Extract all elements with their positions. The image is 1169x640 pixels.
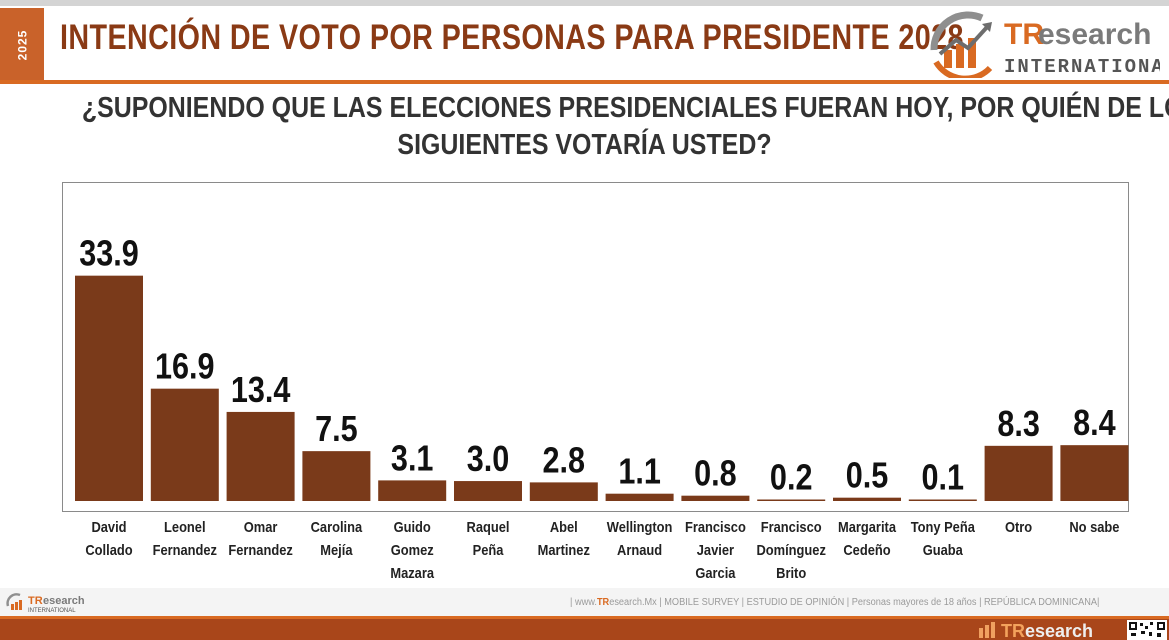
value-label-13: 8.4 bbox=[1073, 404, 1116, 444]
header-divider bbox=[0, 80, 1169, 84]
footer-logo-esearch: esearch bbox=[43, 595, 85, 607]
bar-10 bbox=[833, 497, 901, 501]
bar-3 bbox=[302, 451, 371, 501]
bottom-bar bbox=[0, 619, 1169, 640]
bar-11 bbox=[908, 499, 977, 501]
value-label-12: 8.3 bbox=[997, 405, 1040, 445]
value-label-10: 0.5 bbox=[846, 456, 889, 496]
value-label-6: 2.8 bbox=[543, 441, 586, 481]
bottom-logo: TR esearch bbox=[979, 621, 1093, 640]
chart-growth-icon bbox=[979, 622, 995, 638]
category-label-2-0: Omar bbox=[244, 518, 278, 535]
category-label-7-0: Wellington bbox=[607, 518, 673, 535]
category-label-10-0: Margarita bbox=[838, 518, 896, 535]
bar-13 bbox=[1060, 445, 1129, 501]
bottom-logo-tr: TR bbox=[1001, 621, 1025, 640]
bar-0 bbox=[75, 275, 143, 501]
category-label-3-1: Mejía bbox=[320, 541, 352, 558]
footer-logo-sub: INTERNATIONAL bbox=[28, 608, 76, 614]
category-label-13-0: No sabe bbox=[1069, 518, 1119, 535]
value-label-4: 3.1 bbox=[391, 439, 434, 479]
category-label-5-0: Raquel bbox=[467, 518, 510, 535]
value-label-9: 0.2 bbox=[770, 458, 813, 498]
chart-growth-icon bbox=[930, 11, 993, 78]
page-title: INTENCIÓN DE VOTO POR PERSONAS PARA PRES… bbox=[60, 18, 964, 57]
bar-6 bbox=[529, 482, 598, 501]
value-label-8: 0.8 bbox=[694, 454, 737, 494]
bar-4 bbox=[378, 480, 447, 501]
footer-note: | www.TResearch.Mx | MOBILE SURVEY | EST… bbox=[570, 597, 1099, 608]
footer-divider bbox=[0, 616, 1169, 619]
category-label-12-0: Otro bbox=[1005, 518, 1032, 535]
bar-12 bbox=[984, 445, 1053, 501]
survey-question: ¿SUPONIENDO QUE LAS ELECCIONES PRESIDENC… bbox=[0, 90, 1169, 164]
value-label-0: 33.9 bbox=[79, 234, 139, 274]
category-label-4-2: Mazara bbox=[390, 564, 434, 581]
category-label-9-2: Brito bbox=[776, 564, 806, 581]
bar-2 bbox=[226, 411, 295, 501]
brand-sub: INTERNATIONAL bbox=[1004, 56, 1160, 78]
qr-code-icon bbox=[1127, 620, 1167, 640]
value-label-11: 0.1 bbox=[922, 458, 965, 498]
bar-8 bbox=[681, 495, 750, 501]
category-label-8-0: Francisco bbox=[685, 518, 746, 535]
question-line-2: SIGUIENTES VOTARÍA USTED? bbox=[397, 129, 772, 161]
brand-logo: TR esearch INTERNATIONAL bbox=[930, 11, 1160, 78]
category-label-9-1: Domínguez bbox=[756, 541, 825, 558]
footer-note-prefix: | www. bbox=[570, 597, 597, 608]
category-label-4-0: Guido bbox=[394, 518, 431, 535]
bar-5 bbox=[454, 481, 522, 501]
category-label-0-0: David bbox=[91, 518, 126, 535]
footer-logo: TR esearch INTERNATIONAL bbox=[6, 593, 85, 614]
category-label-1-0: Leonel bbox=[164, 518, 206, 535]
value-label-7: 1.1 bbox=[618, 452, 661, 492]
brand-tr: TR bbox=[1004, 18, 1044, 51]
category-label-1-1: Fernandez bbox=[153, 541, 217, 558]
footer-strip bbox=[0, 588, 1169, 616]
year-tab: 2025 bbox=[0, 8, 44, 82]
category-label-3-0: Carolina bbox=[311, 518, 363, 535]
category-label-7-1: Arnaud bbox=[617, 541, 662, 558]
value-label-2: 13.4 bbox=[231, 371, 291, 411]
category-label-0-1: Collado bbox=[85, 541, 132, 558]
value-label-1: 16.9 bbox=[155, 347, 215, 387]
bar-1 bbox=[150, 388, 219, 501]
category-label-8-1: Javier bbox=[697, 541, 735, 558]
footer-note-brand: TR bbox=[596, 597, 610, 608]
vote-intention-chart: 33.9 David Collado 16.9 Leonel Fernandez 13.4 O… bbox=[75, 234, 1129, 581]
category-label-9-0: Francisco bbox=[761, 518, 822, 535]
top-rule bbox=[0, 0, 1169, 6]
category-label-5-1: Peña bbox=[473, 541, 504, 558]
bottom-logo-esearch: esearch bbox=[1025, 621, 1093, 640]
question-line-1: ¿SUPONIENDO QUE LAS ELECCIONES PRESIDENC… bbox=[81, 92, 1169, 124]
value-label-3: 7.5 bbox=[315, 410, 358, 450]
category-label-11-1: Guaba bbox=[923, 541, 963, 558]
category-label-6-0: Abel bbox=[550, 518, 578, 535]
category-label-4-1: Gomez bbox=[391, 541, 434, 558]
bar-7 bbox=[605, 493, 674, 501]
footer-logo-tr: TR bbox=[28, 595, 43, 607]
chart-growth-icon bbox=[6, 593, 22, 610]
value-label-5: 3.0 bbox=[467, 440, 510, 480]
bar-9 bbox=[757, 499, 826, 501]
category-label-8-2: Garcia bbox=[695, 564, 735, 581]
footer-note-rest: esearch.Mx | MOBILE SURVEY | ESTUDIO DE … bbox=[609, 597, 1100, 608]
category-label-6-1: Martinez bbox=[538, 541, 590, 558]
category-label-10-1: Cedeño bbox=[843, 541, 890, 558]
brand-esearch: esearch bbox=[1038, 18, 1151, 51]
category-label-2-1: Fernandez bbox=[228, 541, 292, 558]
category-label-11-0: Tony Peña bbox=[911, 518, 975, 535]
